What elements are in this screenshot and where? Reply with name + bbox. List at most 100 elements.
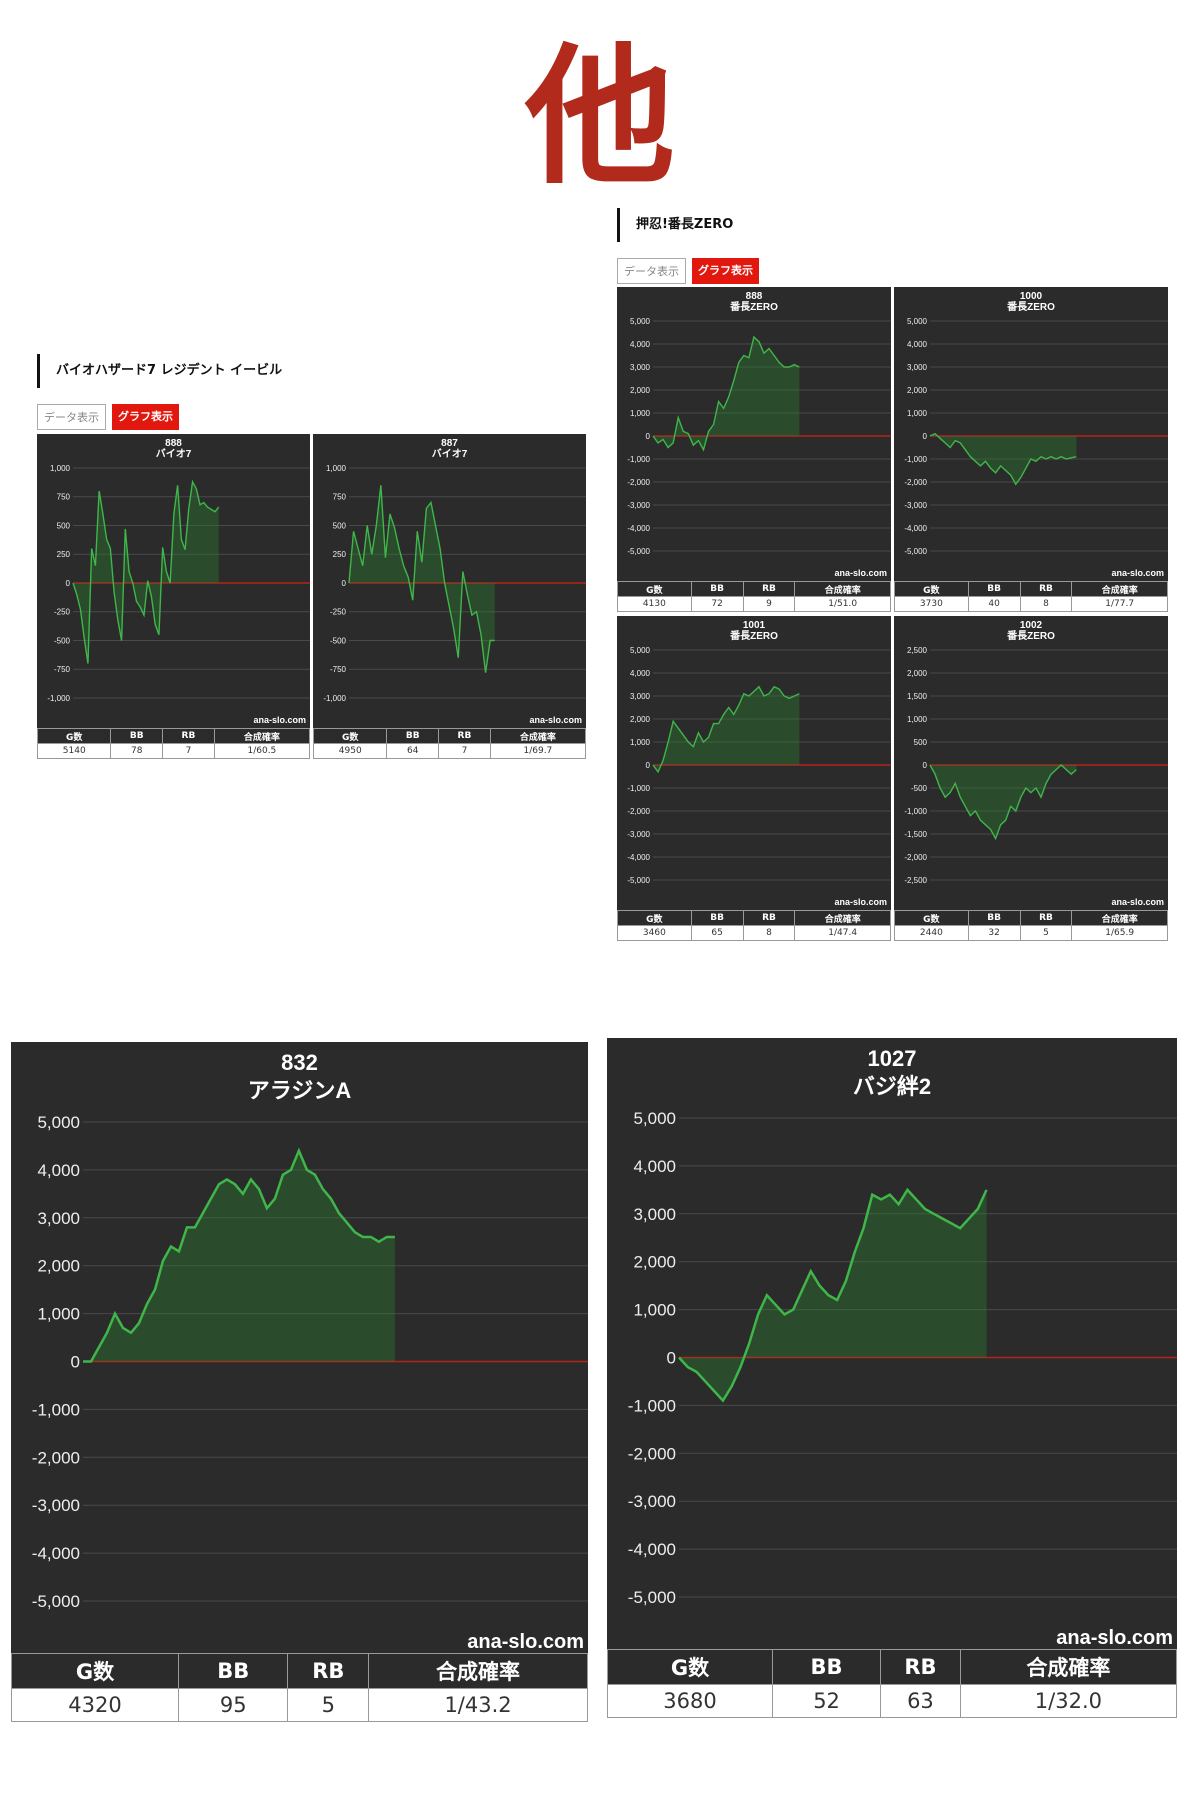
watermark: ana-slo.com [253,715,306,725]
y-tick-label: -1,000 [323,694,346,703]
stats-table: G数 BB RB 合成確率 4320 95 5 1/43.2 [10,1653,588,1722]
y-tick-label: -5,000 [904,547,927,556]
view-toggle: データ表示 グラフ表示 [37,404,587,432]
y-tick-label: -5,000 [627,547,650,556]
y-tick-label: 0 [66,579,71,588]
stats-header-cell: RB [1019,910,1073,926]
y-tick-label: 5,000 [630,646,651,655]
stats-header-cell: G数 [617,581,692,597]
stats-value-cell: 64 [386,743,440,759]
stats-header-cell: 合成確率 [213,728,311,744]
y-tick-label: -750 [330,665,347,674]
stats-value-cell: 1/43.2 [368,1688,588,1722]
y-tick-label: -3,000 [904,501,927,510]
stats-value-cell: 78 [110,743,164,759]
y-tick-label: 1,000 [633,1301,676,1320]
y-tick-label: 750 [57,493,71,502]
data-view-button[interactable]: データ表示 [37,404,106,430]
y-tick-label: -1,000 [627,455,650,464]
chart-title: 1000 [1020,291,1043,302]
y-tick-label: 3,000 [37,1209,80,1228]
stats-table: G数 BB RB 合成確率 4130 72 9 1/51.0 [617,581,891,612]
stats-header-cell: BB [110,728,164,744]
stats-value-cell: 3460 [617,925,692,941]
section-title: 押忍!番長ZERO [617,208,1167,242]
stats-value-cell: 5140 [36,743,112,759]
stats-header-cell: G数 [10,1653,180,1689]
y-tick-label: 4,000 [907,340,928,349]
y-tick-label: 3,000 [633,1205,676,1224]
y-tick-label: 250 [333,550,347,559]
stats-value-cell: 5 [287,1688,370,1722]
y-tick-label: 0 [646,761,651,770]
chart-svg: 1027 バジ絆2 5,000 4,000 3,000 2,000 1,000 0 -1,000… [628,1046,1177,1649]
y-tick-label: 0 [646,432,651,441]
data-view-button[interactable]: データ表示 [617,258,686,284]
stats-value-cell: 1/77.7 [1071,596,1168,612]
chart-card-1001-bancho: 1001 番長ZERO 5,000 4,000 3,000 2,000 1,000 0 -1,0… [617,616,891,941]
y-tick-label: 3,000 [907,363,928,372]
chart-title: 1002 [1020,620,1043,631]
series-line [348,485,495,673]
chart-card-888-bio7: 888 バイオ7 1,000 750 500 250 0 -250 -500 -750 -1,000… [36,434,311,759]
y-tick-label: 5,000 [907,317,928,326]
y-tick-label: -1,000 [904,807,927,816]
y-tick-label: -250 [330,608,347,617]
y-tick-label: -1,000 [628,1396,676,1415]
y-tick-label: -2,500 [904,876,927,885]
y-tick-label: 5,000 [37,1113,80,1132]
stats-header-cell: 合成確率 [368,1653,588,1689]
series-line [652,335,800,452]
series-area [930,765,1077,839]
chart-card-887-bio7: 887 バイオ7 1,000 750 500 250 0 -250 -500 -750 -1,000… [312,434,587,759]
stats-table: G数 BB RB 合成確率 3460 65 8 1/47.4 [617,910,891,941]
watermark: ana-slo.com [1111,897,1164,907]
stats-header-cell: BB [386,728,440,744]
section-bio7: バイオハザード7 レジデント イービル データ表示 グラフ表示 [37,354,587,432]
y-tick-label: -3,000 [32,1496,80,1515]
watermark: ana-slo.com [467,1631,584,1653]
chart-card-888-bancho: 888 番長ZERO 5,000 4,000 3,000 2,000 1,000 0 -1,00… [617,287,891,612]
y-tick-label: 4,000 [630,340,651,349]
y-tick-label: -4,000 [32,1544,80,1563]
stats-value-cell: 3730 [894,596,969,612]
y-tick-label: -4,000 [627,524,650,533]
stats-header-cell: 合成確率 [794,910,891,926]
y-tick-label: 0 [342,579,347,588]
stats-value-cell: 32 [967,925,1021,941]
chart-card-832-aladdin: 832 アラジンA 5,000 4,000 3,000 2,000 1,000 0 -1,000… [10,1042,588,1722]
y-tick-label: -1,000 [47,694,70,703]
stats-value-cell: 65 [690,925,744,941]
series-area [73,481,219,664]
chart-subtitle: バジ絆2 [853,1074,931,1099]
stats-value-cell: 3680 [607,1684,773,1718]
y-tick-label: 3,000 [630,692,651,701]
chart-subtitle: バイオ7 [432,448,468,460]
series-area [653,686,800,772]
series-line [72,479,220,664]
stats-header-cell: 合成確率 [959,1649,1178,1685]
y-tick-label: 2,000 [907,386,928,395]
stats-header-cell: BB [771,1649,882,1685]
chart-subtitle: バイオ7 [156,448,192,460]
chart-title: 1027 [868,1046,917,1071]
stats-header-cell: G数 [36,728,112,744]
y-tick-label: 2,000 [907,669,928,678]
graph-view-button[interactable]: グラフ表示 [112,404,179,430]
stats-table: G数 BB RB 合成確率 5140 78 7 1/60.5 [36,728,311,759]
y-tick-label: 1,500 [907,692,928,701]
chart-card-1000-bancho: 1000 番長ZERO 5,000 4,000 3,000 2,000 1,000 0 -1,0… [894,287,1168,612]
stats-value-cell: 1/32.0 [959,1684,1178,1718]
stats-table: G数 BB RB 合成確率 4950 64 7 1/69.7 [312,728,587,759]
series-area [653,337,800,450]
y-tick-label: -3,000 [628,1492,676,1511]
y-tick-label: -500 [330,636,347,645]
y-tick-label: -5,000 [32,1592,80,1611]
graph-view-button[interactable]: グラフ表示 [692,258,759,284]
y-tick-label: -2,000 [904,853,927,862]
series-line [652,685,800,774]
y-tick-label: -2,000 [627,807,650,816]
y-tick-label: -250 [54,608,71,617]
